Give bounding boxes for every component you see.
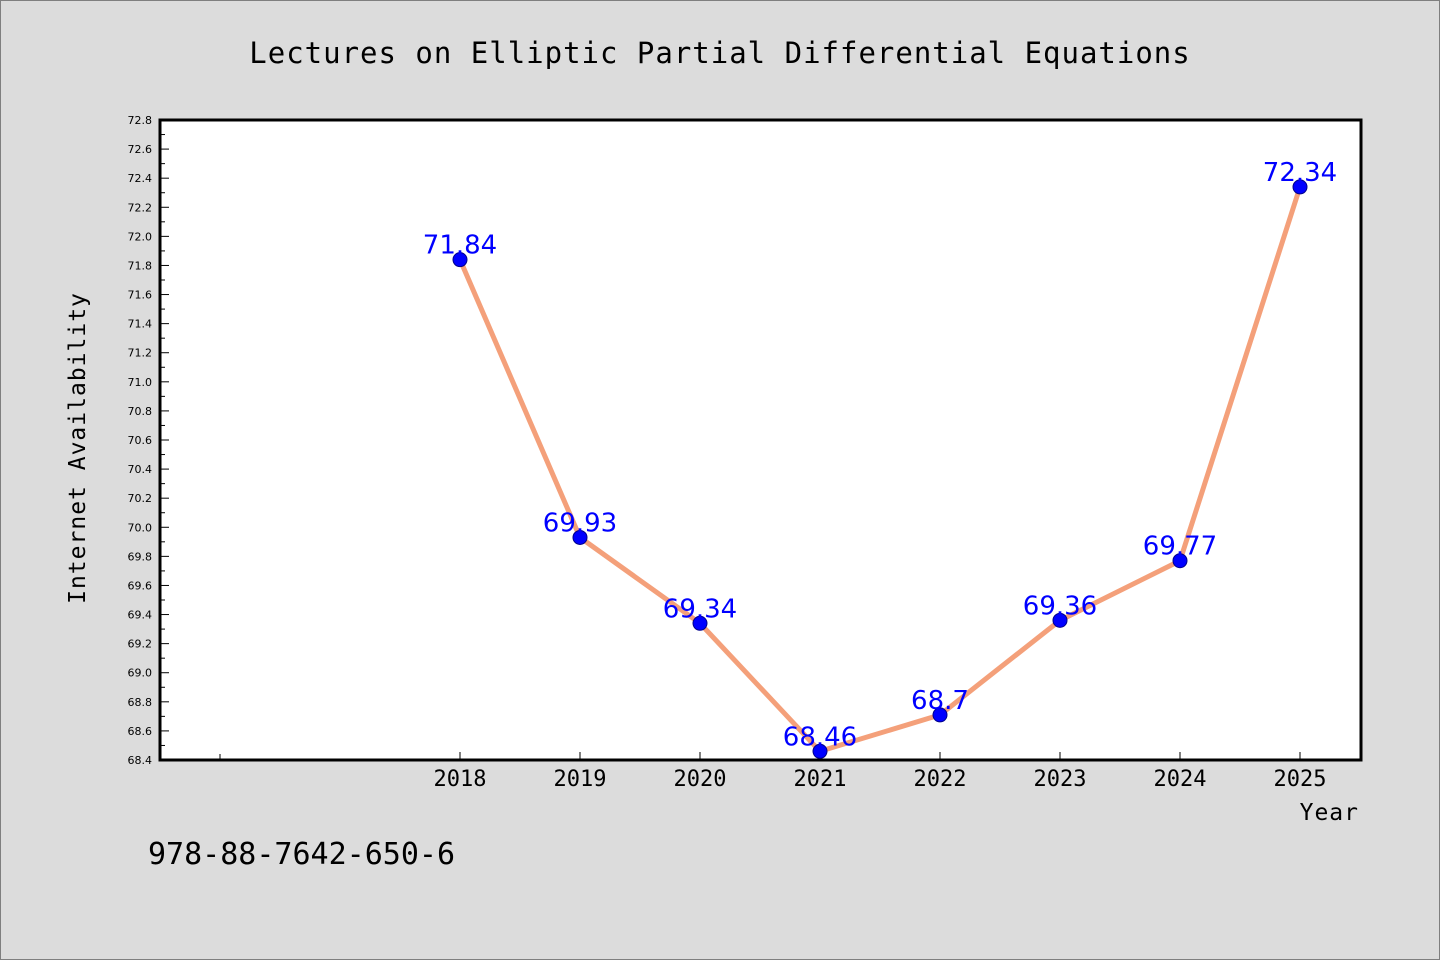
data-point [1172, 553, 1188, 569]
y-tick-label: 72.2 [128, 201, 153, 214]
x-tick-label: 2018 [434, 767, 487, 792]
y-tick-label: 72.4 [128, 172, 153, 185]
data-label: 68.7 [911, 686, 969, 716]
y-tick-label: 70.4 [128, 463, 153, 476]
y-tick-label: 68.4 [128, 754, 153, 767]
data-point [692, 615, 708, 631]
y-tick-label: 71.8 [128, 259, 153, 272]
data-label: 69.93 [543, 508, 617, 538]
data-point [812, 743, 828, 759]
y-tick-label: 72.8 [128, 114, 153, 127]
y-tick-label: 70.0 [128, 521, 153, 534]
x-tick-label: 2022 [914, 767, 967, 792]
x-tick-label: 2023 [1034, 767, 1087, 792]
data-label: 72.34 [1263, 158, 1337, 188]
y-tick-label: 69.2 [128, 638, 153, 651]
series-line [457, 184, 1303, 754]
x-axis-label: Year [1300, 800, 1359, 826]
series-markers [452, 179, 1308, 759]
y-tick-label: 72.6 [128, 143, 153, 156]
y-tick-label: 68.8 [128, 696, 153, 709]
data-point [1292, 179, 1308, 195]
x-tick-label: 2020 [674, 767, 727, 792]
y-tick-label: 69.0 [128, 667, 153, 680]
data-point [1052, 612, 1068, 628]
data-label: 69.36 [1023, 591, 1097, 621]
y-tick-label: 71.0 [128, 376, 153, 389]
x-tick-label: 2021 [794, 767, 847, 792]
y-tick-label: 71.6 [128, 289, 153, 302]
y-tick-label: 69.6 [128, 579, 153, 592]
x-tick-label: 2024 [1154, 767, 1207, 792]
x-tick-label: 2019 [554, 767, 607, 792]
y-tick-label: 72.0 [128, 230, 153, 243]
y-axis-ticks: 68.4 68.6 68.8 69.0 69.2 69.4 69.6 69.8 70.0 70.2… [128, 114, 169, 767]
data-label: 71.84 [423, 231, 497, 261]
y-tick-label: 71.2 [128, 347, 153, 360]
data-label: 68.46 [783, 722, 857, 752]
data-label: 69.77 [1143, 532, 1217, 562]
y-tick-label: 70.8 [128, 405, 153, 418]
y-axis-label: Internet Availability [65, 292, 91, 604]
data-labels: 71.84 69.93 69.34 68.46 68.7 69.36 69.77 72.34 [423, 158, 1337, 752]
x-axis-ticks: 2018 2019 2020 2021 2022 2023 2024 2025 [219, 752, 1327, 792]
y-tick-label: 68.6 [128, 725, 153, 738]
chart-title: Lectures on Elliptic Partial Differentia… [249, 36, 1190, 70]
footer-code: 978-88-7642-650-6 [148, 837, 455, 872]
data-point [932, 707, 948, 723]
data-label: 69.34 [663, 594, 737, 624]
y-tick-label: 69.8 [128, 550, 153, 563]
y-tick-label: 70.2 [128, 492, 153, 505]
data-point [572, 529, 588, 545]
plot-area [158, 118, 1363, 762]
y-tick-label: 71.4 [128, 318, 153, 331]
data-point [452, 252, 468, 268]
y-tick-label: 70.6 [128, 434, 153, 447]
y-tick-label: 69.4 [128, 609, 153, 622]
x-tick-label: 2025 [1274, 767, 1327, 792]
